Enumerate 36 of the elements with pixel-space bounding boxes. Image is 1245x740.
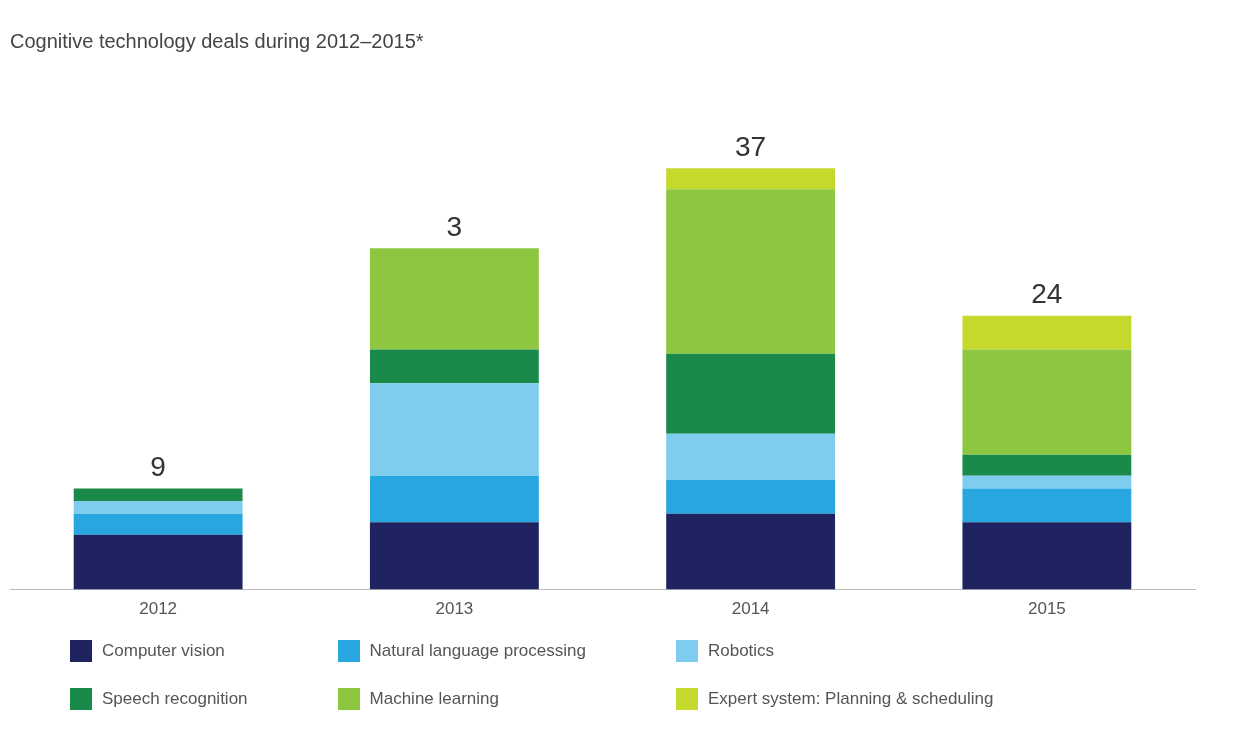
bar [73,534,243,590]
legend-label: Expert system: Planning & scheduling [707,689,994,709]
annotation: 9 [150,451,166,483]
bar [666,353,836,434]
bar [666,480,836,514]
bar [369,383,539,476]
bar [962,349,1132,455]
bar [962,522,1132,590]
bar [962,454,1132,476]
bar [666,168,836,190]
bar [962,488,1132,523]
x-tick-label: 2012 [139,599,178,619]
bar [962,315,1132,350]
bar [73,501,243,514]
legend-label: Natural language processing [369,641,586,661]
legend-label: Robotics [707,641,775,661]
bar [666,189,836,354]
bar [369,248,539,350]
bar [666,433,836,481]
x-tick-label: 2015 [1027,599,1066,619]
legend-label: Machine learning [369,689,500,709]
bar [369,522,539,590]
bar [73,488,243,502]
annotation: 24 [1031,278,1063,310]
bar [666,513,836,590]
legend-label: Computer vision [102,641,225,661]
bar [369,475,539,523]
annotation: 37 [735,130,767,162]
bar [962,475,1132,489]
x-tick-label: 2014 [731,599,770,619]
bar [369,349,539,384]
legend-label: Speech recognition [102,689,248,709]
chart-title: Cognitive technology deals during 2012–2015* [10,29,424,52]
bar [73,513,243,535]
annotation: 3 [446,211,463,243]
x-tick-label: 2013 [435,599,474,619]
